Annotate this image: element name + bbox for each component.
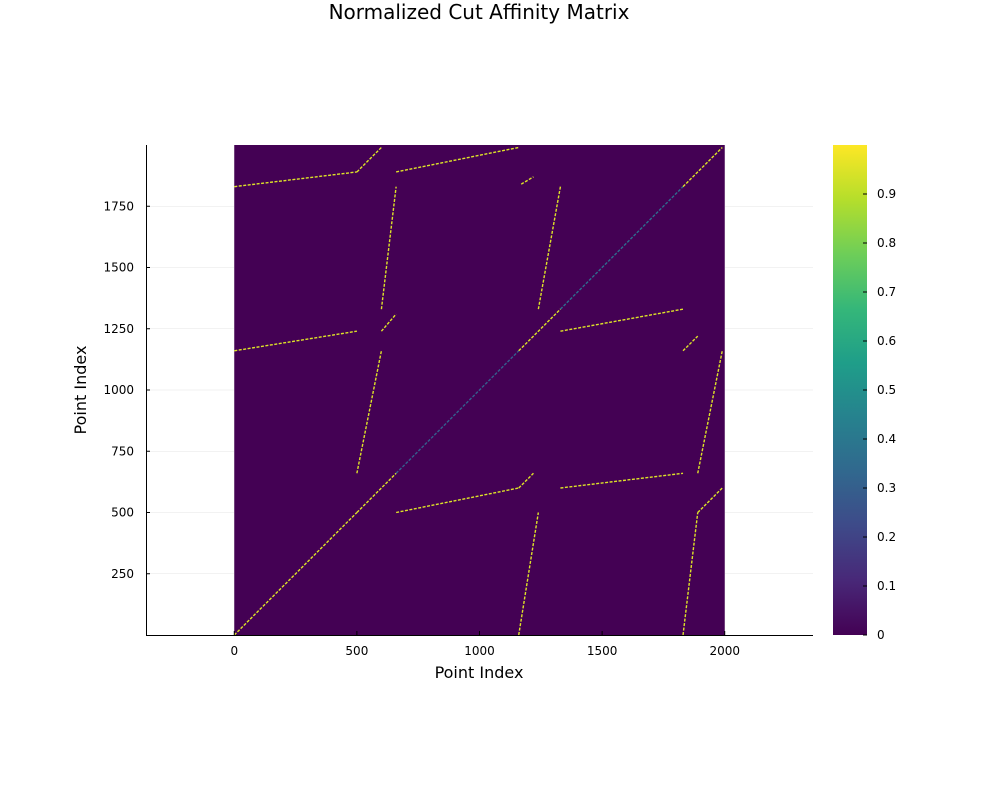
x-axis-title: Point Index	[435, 663, 524, 682]
x-tick-label: 1500	[587, 644, 618, 658]
colorbar-tick-label: 0.8	[877, 236, 896, 250]
colorbar	[833, 145, 867, 635]
colorbar-tick-label: 0.6	[877, 334, 896, 348]
colorbar-ticks: 0 0.1 0.2 0.3 0.4 0.5 0.6 0.7 0.8 0.9	[863, 187, 896, 642]
y-axis-title: Point Index	[71, 346, 90, 435]
colorbar-tick-label: 0.7	[877, 285, 896, 299]
affinity-segment-13	[682, 335, 699, 352]
colorbar-tick-label: 0	[877, 628, 885, 642]
affinity-segment-22	[518, 512, 540, 635]
x-tick-label: 500	[345, 644, 368, 658]
affinity-segment-19	[697, 350, 723, 474]
y-tick-label: 1750	[103, 199, 134, 213]
affinity-segment-20	[356, 350, 383, 474]
y-ticks: 250 500 750 1000 1250 1500 1750	[103, 199, 150, 581]
affinity-segment-16	[560, 472, 684, 489]
affinity-segment-2	[395, 350, 520, 474]
affinity-segments	[233, 146, 723, 635]
affinity-segment-21	[380, 186, 397, 310]
affinity-segment-0	[233, 512, 358, 635]
x-tick-label: 0	[230, 644, 238, 658]
x-tick-label: 1000	[464, 644, 495, 658]
affinity-segment-12	[560, 308, 684, 332]
affinity-segment-3	[518, 308, 561, 352]
affinity-segment-8	[395, 146, 519, 173]
colorbar-tick-label: 0.9	[877, 187, 896, 201]
y-tick-label: 1000	[103, 383, 134, 397]
y-tick-label: 500	[111, 506, 134, 520]
affinity-segment-23	[537, 186, 562, 310]
x-ticks: 0 500 1000 1500 2000	[230, 631, 740, 658]
affinity-segment-18	[697, 487, 723, 513]
affinity-segment-14	[395, 487, 519, 514]
colorbar-tick-label: 0.4	[877, 432, 896, 446]
affinity-segment-4	[559, 186, 684, 310]
colorbar-tick-label: 0.3	[877, 481, 896, 495]
affinity-segment-7	[356, 146, 382, 173]
x-tick-label: 2000	[709, 644, 740, 658]
y-tick-label: 250	[111, 567, 134, 581]
y-tick-label: 1500	[103, 261, 134, 275]
affinity-segment-11	[380, 313, 397, 332]
colorbar-tick-label: 0.2	[877, 530, 896, 544]
affinity-segment-9	[520, 176, 534, 185]
colorbar-tick-label: 0.1	[877, 579, 896, 593]
colorbar-tick-label: 0.5	[877, 383, 896, 397]
affinity-segment-17	[682, 512, 699, 635]
affinity-segment-5	[682, 146, 723, 188]
affinity-segment-1	[356, 472, 397, 513]
y-tick-label: 1250	[103, 322, 134, 336]
affinity-segment-15	[518, 472, 534, 489]
chart-title: Normalized Cut Affinity Matrix	[329, 0, 630, 24]
affinity-segment-10	[234, 330, 358, 352]
affinity-segment-6	[234, 171, 357, 188]
y-tick-label: 750	[111, 444, 134, 458]
